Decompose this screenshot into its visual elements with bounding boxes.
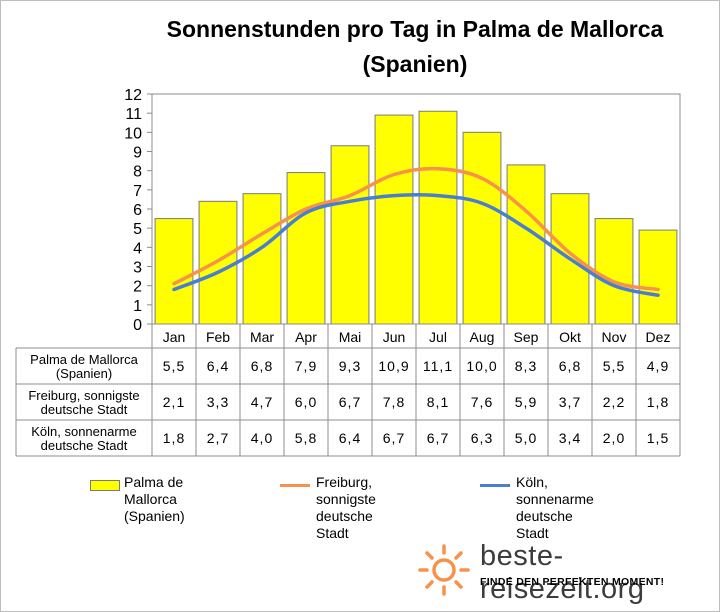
table-cell-value: 3,3: [207, 394, 229, 410]
table-cell-value: 6,7: [339, 394, 361, 410]
y-tick-label: 0: [133, 317, 142, 334]
y-tick-label: 6: [133, 202, 142, 219]
y-tick-label: 4: [133, 240, 142, 257]
table-cell-value: 1,5: [647, 430, 669, 446]
x-tick-label: Dez: [646, 329, 671, 345]
table-cell-value: 2,2: [603, 394, 625, 410]
legend-swatch-koeln: [480, 484, 510, 487]
table-row-label: (Spanien): [56, 366, 112, 381]
x-tick-label: Mar: [250, 329, 274, 345]
x-tick-label: Jan: [163, 329, 186, 345]
table-cell-value: 5,8: [295, 430, 317, 446]
legend-label-palma: Palma de Mallorca (Spanien): [124, 474, 185, 524]
chart-title: Sonnenstunden pro Tag in Palma de Mallor…: [166, 16, 664, 77]
x-tick-label: Apr: [295, 329, 317, 345]
table-cell-value: 3,7: [559, 394, 581, 410]
brand-slogan: FINDE DEN PERFEKTEN MOMENT!: [480, 576, 665, 588]
table-cell-value: 5,9: [515, 394, 537, 410]
series-line-koeln: [172, 192, 660, 297]
table-cell-value: 2,1: [163, 394, 185, 410]
table-cell-value: 5,5: [163, 358, 185, 374]
x-tick-label: Mai: [339, 329, 362, 345]
table-cell-value: 10,9: [378, 358, 409, 374]
bar: [330, 145, 370, 325]
x-tick-label: Nov: [602, 329, 627, 345]
y-tick-label: 1: [133, 298, 142, 315]
bar: [242, 193, 282, 325]
legend-swatch-freiburg: [280, 484, 310, 487]
table-cell-value: 5,5: [603, 358, 625, 374]
bar: [286, 172, 326, 325]
x-tick-label: Jun: [383, 329, 406, 345]
table-cell-value: 8,3: [515, 358, 537, 374]
table-cell-value: 1,8: [163, 430, 185, 446]
table-row-label: deutsche Stadt: [41, 402, 128, 417]
table-cell-value: 9,3: [339, 358, 361, 374]
table-cell-value: 4,9: [647, 358, 669, 374]
sun-icon: [418, 544, 470, 596]
x-tick-label: Jul: [429, 329, 447, 345]
bar: [418, 110, 458, 325]
y-tick-label: 9: [133, 145, 142, 162]
legend-label-koeln: Köln, sonnenarme deutsche Stadt: [516, 474, 594, 541]
table-cell-value: 4,7: [251, 394, 273, 410]
x-tick-label: Okt: [559, 329, 581, 345]
table-cell-value: 2,0: [603, 430, 625, 446]
table-cell-value: 6,7: [383, 430, 405, 446]
bar: [594, 218, 634, 325]
legend-swatch-palma: [90, 480, 120, 491]
brand-logo: beste-reisezeit.org FINDE DEN PERFEKTEN …: [418, 540, 708, 605]
table-cell-value: 2,7: [207, 430, 229, 446]
table-cell-value: 6,0: [295, 394, 317, 410]
table-cell-value: 3,4: [559, 430, 581, 446]
table-cell-value: 6,7: [427, 430, 449, 446]
table-cell-value: 7,8: [383, 394, 405, 410]
brand-name: beste-reisezeit.org: [480, 540, 645, 605]
table-cell-value: 1,8: [647, 394, 669, 410]
table-cell-value: 6,8: [559, 358, 581, 374]
table-cell-value: 4,0: [251, 430, 273, 446]
table-row-label: Köln, sonnenarme: [31, 424, 137, 439]
table-cell-value: 10,0: [466, 358, 497, 374]
y-tick-label: 5: [133, 221, 142, 238]
table-cell-value: 7,6: [471, 394, 493, 410]
table-cell-value: 8,1: [427, 394, 449, 410]
table-cell-value: 6,3: [471, 430, 493, 446]
bar: [154, 218, 194, 325]
y-tick-label: 11: [125, 106, 142, 123]
x-tick-label: Sep: [514, 329, 539, 345]
table-cell-value: 5,0: [515, 430, 537, 446]
table-cell-value: 7,9: [295, 358, 317, 374]
chart-legend: Palma de Mallorca (Spanien) Freiburg, so…: [0, 474, 720, 541]
table-row-label: deutsche Stadt: [41, 438, 128, 453]
bar: [506, 164, 546, 325]
x-tick-label: Feb: [206, 329, 230, 345]
bar: [638, 229, 678, 325]
y-tick-label: 7: [133, 183, 142, 200]
table-row-label: Palma de Mallorca: [30, 352, 138, 367]
table-row-label: Freiburg, sonnigste: [28, 388, 139, 403]
y-tick-label: 10: [124, 125, 142, 142]
table-cell-value: 11,1: [423, 358, 453, 374]
y-tick-label: 8: [133, 164, 142, 181]
x-tick-label: Aug: [470, 329, 495, 345]
bar: [462, 131, 502, 325]
y-tick-label: 12: [124, 87, 142, 104]
y-tick-label: 3: [133, 260, 142, 277]
legend-label-freiburg: Freiburg, sonnigste deutsche Stadt: [316, 474, 376, 541]
table-cell-value: 6,8: [251, 358, 273, 374]
table-cell-value: 6,4: [207, 358, 229, 374]
bar: [374, 114, 414, 325]
table-cell-value: 6,4: [339, 430, 361, 446]
y-tick-label: 2: [133, 279, 142, 296]
series-line-freiburg: [172, 166, 660, 292]
